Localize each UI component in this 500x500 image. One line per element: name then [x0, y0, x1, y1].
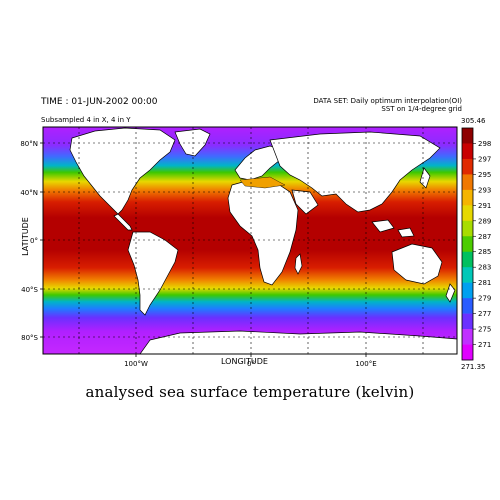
colorbar-swatch: [462, 282, 473, 299]
asia-landmass: [269, 131, 441, 213]
arabia-landmass: [291, 189, 319, 215]
colorbar-swatch: [462, 128, 473, 144]
colorbar-swatch: [462, 174, 473, 191]
dataset-line2: SST on 1/4-degree grid: [381, 105, 462, 113]
north-america-landmass: [69, 127, 176, 215]
colorbar-swatch: [462, 298, 473, 314]
southeast-asia-islands: [371, 219, 415, 238]
central-america-landmass: [113, 213, 133, 231]
colorbar-swatch: [462, 236, 473, 253]
colorbar-swatch: [462, 329, 473, 345]
colorbar-swatch: [462, 267, 473, 283]
colorbar-level-label: 295: [478, 171, 491, 179]
colorbar-swatch: [462, 158, 473, 175]
mediterranean-sea: [239, 176, 286, 189]
colorbar-level-label: 279: [478, 295, 491, 303]
lat-tick-40n: 40°N: [20, 189, 38, 197]
colorbar-swatch: [462, 205, 473, 222]
lat-tick-80s: 80°S: [21, 334, 38, 342]
colorbar-frame: [461, 127, 474, 361]
colorbar-swatch: [462, 220, 473, 237]
colorbar-swatch: [462, 313, 473, 330]
colorbar-level-label: 281: [478, 279, 491, 287]
colorbar-level-label: 293: [478, 186, 491, 194]
colorbar-max-label: 305.46: [461, 117, 486, 125]
figure-caption: analysed sea surface temperature (kelvin…: [85, 383, 415, 401]
colorbar-level-label: 277: [478, 310, 491, 318]
axis-ticks: [40, 142, 367, 357]
dataset-line1: DATA SET: Daily optimum interpolation(OI…: [313, 97, 462, 105]
colorbar-level-label: 287: [478, 233, 491, 241]
colorbar-level-label: 298: [478, 140, 491, 148]
colorbar-level-label: 289: [478, 217, 491, 225]
colorbar-level-label: 275: [478, 326, 491, 334]
map-frame: [42, 126, 458, 355]
lon-tick-100w: 100°W: [124, 360, 148, 368]
colorbar-swatch: [462, 251, 473, 268]
colorbar-level-label: 291: [478, 202, 491, 210]
australia-landmass: [391, 243, 443, 285]
lon-tick-0: 0°: [247, 360, 255, 368]
lon-tick-100e: 100°E: [355, 360, 376, 368]
x-axis-title: LONGITUDE: [221, 357, 268, 366]
africa-landmass: [227, 179, 299, 286]
lat-tick-80n: 80°N: [20, 140, 38, 148]
colorbar: 298 297 295 293 291 289 287 285 283 281 279 277 275 2…: [461, 127, 491, 361]
time-label: TIME : 01-JUN-2002 00:00: [41, 97, 158, 107]
colorbar-swatch: [462, 344, 473, 361]
colorbar-level-label: 285: [478, 248, 491, 256]
madagascar-landmass: [294, 253, 303, 275]
lat-tick-40s: 40°S: [21, 286, 38, 294]
colorbar-level-label: 283: [478, 264, 491, 272]
colorbar-min-label: 271.35: [461, 363, 486, 371]
japan-landmass: [419, 167, 431, 189]
greenland-landmass: [174, 128, 211, 157]
colorbar-level-label: 297: [478, 155, 491, 163]
graticule: [43, 127, 457, 354]
colorbar-level-label: 271: [478, 341, 491, 349]
subsample-label: Subsampled 4 in X, 4 in Y: [41, 116, 131, 124]
colorbar-swatch: [462, 143, 473, 160]
new-zealand-landmass: [445, 283, 456, 303]
colorbar-swatch: [462, 189, 473, 206]
south-america-landmass: [127, 231, 179, 316]
lat-tick-0: 0°: [30, 237, 38, 245]
